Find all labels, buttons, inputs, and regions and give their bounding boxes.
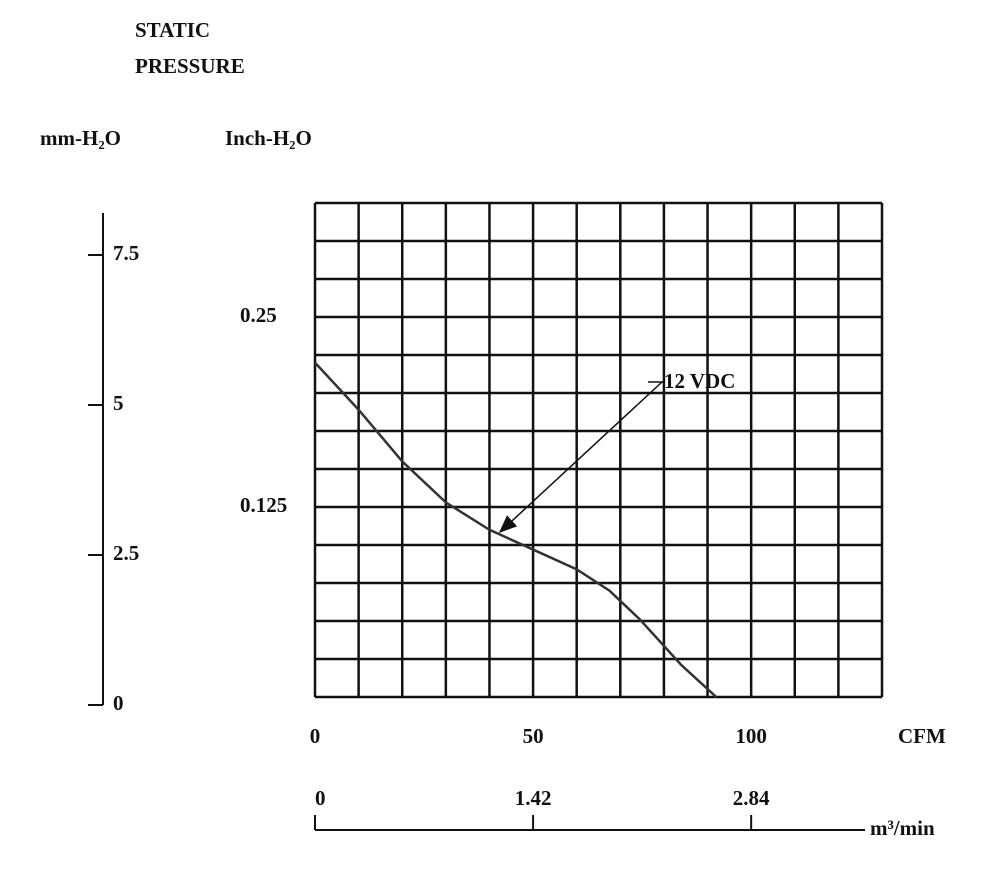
x2-tick-label: 1.42 xyxy=(515,786,552,810)
x2-tick-label: 0 xyxy=(315,786,326,810)
y-axis-label: Inch-H₂O xyxy=(225,126,312,150)
annotation-arrow xyxy=(498,381,663,534)
x-axis-label: CFM xyxy=(898,724,946,748)
x2-tick-label: 2.84 xyxy=(733,786,770,810)
y2-tick-label: 2.5 xyxy=(113,541,139,565)
chart-title: STATIC xyxy=(135,18,210,42)
x2-axis-label: m³/min xyxy=(870,816,935,840)
y-tick-label: 0.25 xyxy=(240,303,277,327)
y2-tick-label: 0 xyxy=(113,691,124,715)
x-tick-label: 50 xyxy=(523,724,544,748)
y2-tick-label: 7.5 xyxy=(113,241,139,265)
y2-tick-label: 5 xyxy=(113,391,124,415)
x-tick-label: 0 xyxy=(310,724,321,748)
y-tick-label: 0.125 xyxy=(240,493,287,517)
data-line xyxy=(314,361,718,698)
x-tick-label: 100 xyxy=(735,724,767,748)
y2-axis-label: mm-H₂O xyxy=(40,126,121,150)
annotation: 12 VDC xyxy=(664,369,735,393)
chart-title: PRESSURE xyxy=(135,54,245,78)
